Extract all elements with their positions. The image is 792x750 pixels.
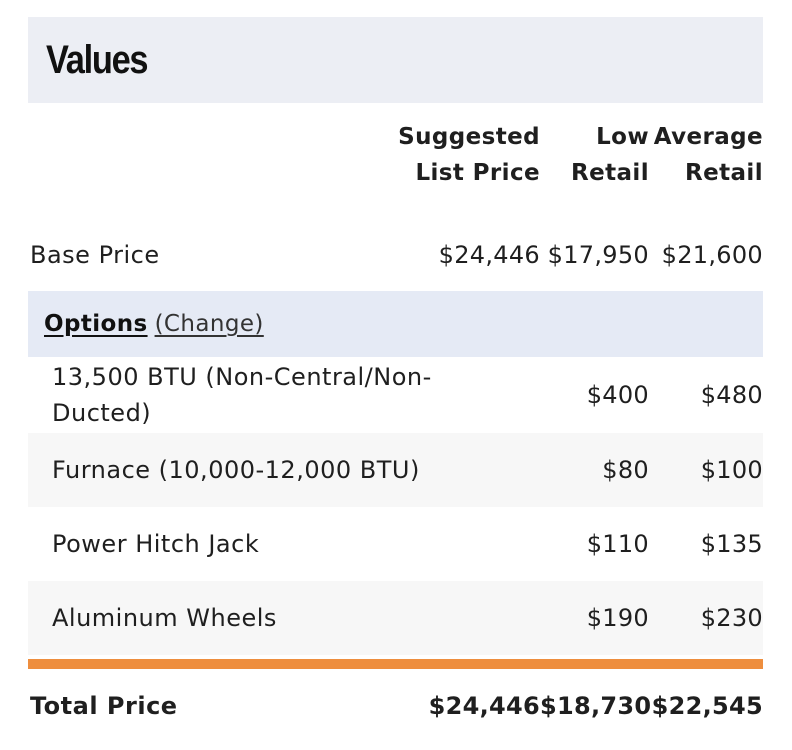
base-average-retail: $21,600 (661, 241, 763, 269)
page-title: Values (46, 37, 149, 82)
total-price-row: Total Price $24,446 $18,730 $22,545 (28, 669, 763, 743)
total-low-retail: $18,730 (540, 692, 652, 720)
option-label: Furnace (10,000-12,000 BTU) (52, 456, 420, 484)
base-price-row: Base Price $24,446 $17,950 $21,600 (28, 211, 763, 291)
base-low-retail: $17,950 (547, 241, 649, 269)
option-average-retail: $100 (700, 456, 763, 484)
base-price-label: Base Price (30, 241, 160, 269)
change-options-link[interactable]: (Change) (154, 311, 264, 337)
option-row: Aluminum Wheels $190 $230 (28, 581, 763, 655)
header-low-line2: Retail (571, 160, 649, 186)
options-header: Options (Change) (28, 291, 763, 357)
base-list-price: $24,446 (438, 241, 540, 269)
total-average-retail: $22,545 (651, 692, 763, 720)
values-card: Values Suggested List Price Low Retail A… (28, 17, 763, 743)
header-avg-line1: Average (653, 124, 763, 150)
option-row: Furnace (10,000-12,000 BTU) $80 $100 (28, 433, 763, 507)
total-divider (28, 659, 763, 669)
options-title: Options (44, 311, 148, 337)
header-avg-line2: Retail (685, 160, 763, 186)
title-bar: Values (28, 17, 763, 103)
option-low-retail: $190 (586, 604, 649, 632)
header-average-retail: Average Retail (649, 119, 763, 191)
total-list-price: $24,446 (428, 692, 540, 720)
option-row: Power Hitch Jack $110 $135 (28, 507, 763, 581)
option-average-retail: $135 (700, 530, 763, 558)
option-label: 13,500 BTU (Non-Central/Non-Ducted) (52, 363, 432, 427)
header-list-line1: Suggested (398, 124, 540, 150)
option-label: Power Hitch Jack (52, 530, 260, 558)
column-header-row: Suggested List Price Low Retail Average … (28, 119, 763, 211)
total-price-label: Total Price (30, 692, 178, 720)
header-low-retail: Low Retail (540, 119, 649, 191)
header-suggested-list-price: Suggested List Price (290, 119, 540, 191)
option-low-retail: $400 (586, 381, 649, 409)
header-low-line1: Low (596, 124, 649, 150)
option-average-retail: $480 (700, 381, 763, 409)
header-list-line2: List Price (415, 160, 540, 186)
option-label-cell: 13,500 BTU (Non-Central/Non-Ducted) (52, 359, 540, 431)
option-low-retail: $80 (602, 456, 649, 484)
option-label: Aluminum Wheels (52, 604, 277, 632)
option-low-retail: $110 (586, 530, 649, 558)
option-average-retail: $230 (700, 604, 763, 632)
option-row: 13,500 BTU (Non-Central/Non-Ducted) $400… (28, 357, 763, 433)
